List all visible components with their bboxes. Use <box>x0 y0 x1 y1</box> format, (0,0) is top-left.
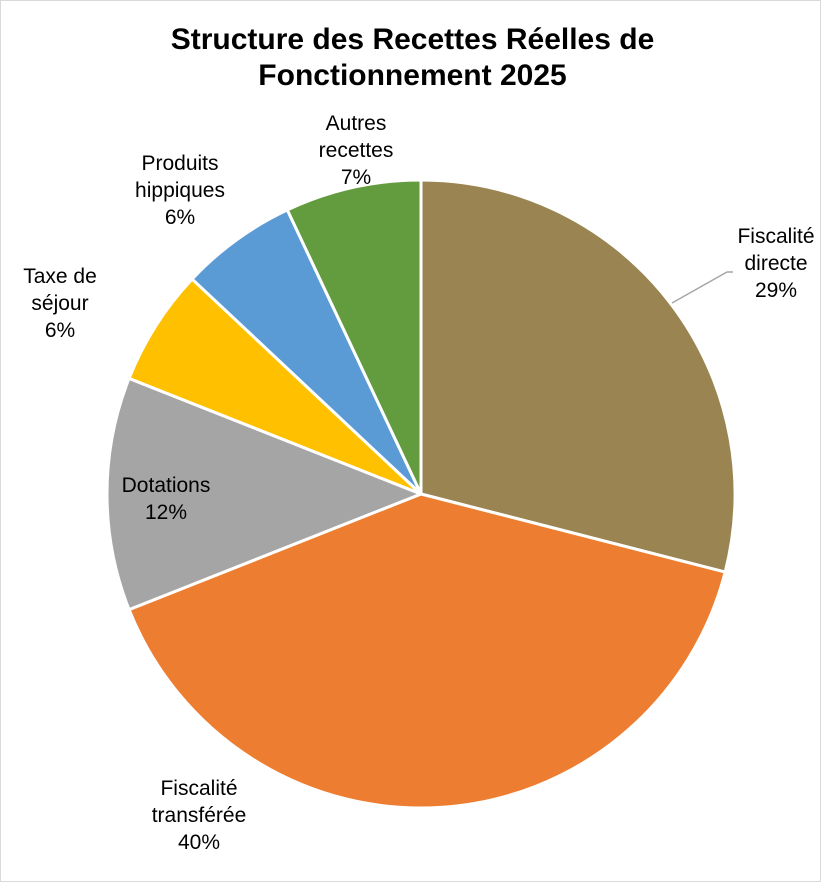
pie-slice-2 <box>105 376 423 612</box>
pie-slices <box>105 178 737 810</box>
leader-lines <box>671 271 733 304</box>
data-label-name: recettes <box>319 139 394 162</box>
data-label-name: Dotations <box>122 474 211 497</box>
data-labels: Fiscalité directe 29% Fiscalité transférée 40… <box>23 112 814 854</box>
data-label-name: transférée <box>152 804 247 827</box>
data-label-name: séjour <box>31 292 88 315</box>
data-label-4: Produits hippiques 6% <box>135 152 225 229</box>
data-label-name: hippiques <box>135 179 225 202</box>
chart-title-line-1: Structure des Recettes Réelles de <box>170 23 655 56</box>
data-label-value: 12% <box>145 501 187 524</box>
data-label-name: directe <box>744 252 807 275</box>
chart-title: Structure des Recettes Réelles de Foncti… <box>0 22 825 94</box>
data-label-name: Autres <box>326 112 387 135</box>
data-label-value: 40% <box>178 831 220 854</box>
data-label-value: 6% <box>165 206 195 229</box>
leader-line-0 <box>671 271 733 304</box>
data-label-value: 6% <box>45 319 75 342</box>
data-label-0: Fiscalité directe 29% <box>737 225 814 302</box>
pie-slice-1 <box>127 492 727 810</box>
pie-slice-3 <box>127 277 423 496</box>
data-label-value: 29% <box>755 279 797 302</box>
data-label-2: Dotations 12% <box>122 474 211 524</box>
data-label-5: Autres recettes 7% <box>319 112 394 189</box>
pie-slice-4 <box>190 208 423 496</box>
pie-slice-0 <box>419 178 737 574</box>
data-label-name: Produits <box>141 152 218 175</box>
chart-title-line-2: Fonctionnement 2025 <box>258 59 567 92</box>
data-label-1: Fiscalité transférée 40% <box>152 777 247 854</box>
data-label-3: Taxe de séjour 6% <box>23 265 97 342</box>
data-label-name: Fiscalité <box>737 225 814 248</box>
data-label-name: Fiscalité <box>160 777 237 800</box>
data-label-value: 7% <box>341 166 371 189</box>
data-label-name: Taxe de <box>23 265 97 288</box>
pie-slice-5 <box>285 178 423 496</box>
